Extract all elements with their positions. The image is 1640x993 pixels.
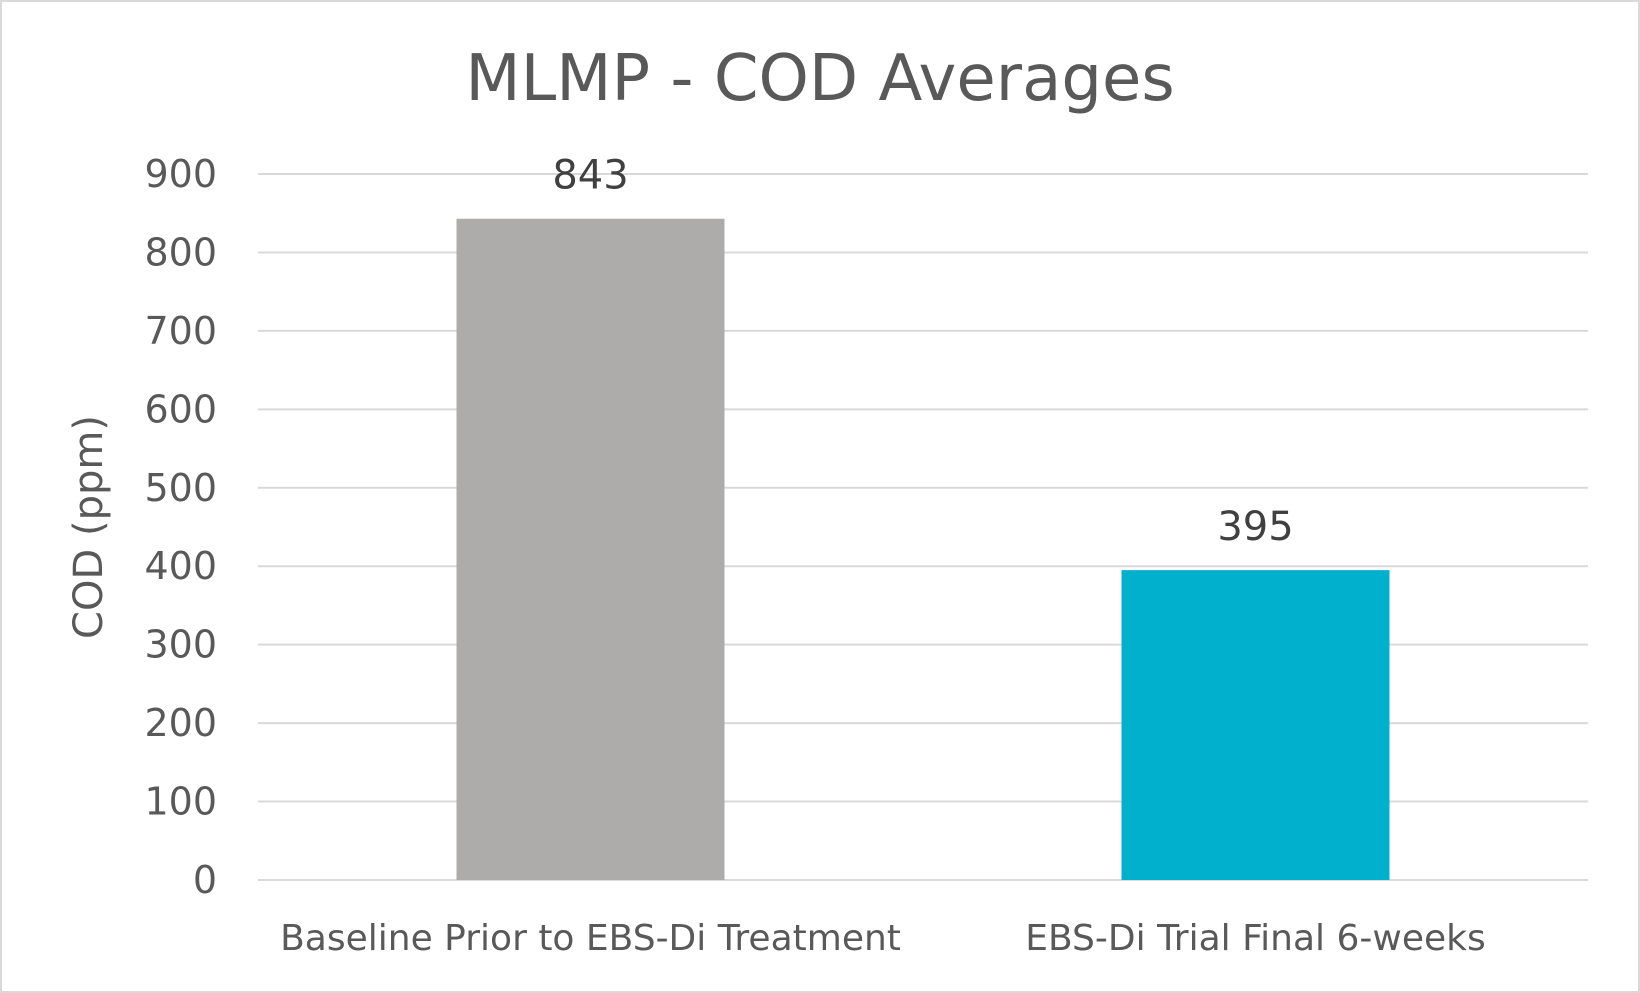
y-tick-label: 100 [144, 780, 217, 824]
y-axis-label: COD (ppm) [66, 415, 112, 639]
y-tick-label: 0 [193, 858, 217, 902]
y-tick-label: 300 [144, 623, 217, 667]
y-tick-label: 900 [144, 152, 217, 196]
data-label: 395 [1217, 504, 1293, 550]
data-labels: 843 395 [552, 153, 1293, 550]
y-tick-label: 600 [144, 387, 217, 431]
data-label: 843 [552, 153, 628, 199]
chart-title: MLMP - COD Averages [465, 42, 1174, 116]
bar [1121, 570, 1390, 880]
bar [456, 218, 725, 881]
x-category-label: EBS-Di Trial Final 6-weeks [1025, 918, 1485, 959]
y-tick-label: 700 [144, 309, 217, 353]
x-category-label: Baseline Prior to EBS-Di Treatment [280, 918, 901, 959]
y-tick-label: 800 [144, 230, 217, 274]
y-axis-ticks: 0 100 200 300 400 500 600 700 800 900 [144, 152, 217, 902]
x-axis-categories: Baseline Prior to EBS-Di Treatment EBS-Di… [280, 918, 1486, 959]
y-tick-label: 400 [144, 544, 217, 588]
bars [456, 218, 1390, 881]
y-tick-label: 200 [144, 701, 217, 745]
y-tick-label: 500 [144, 466, 217, 510]
